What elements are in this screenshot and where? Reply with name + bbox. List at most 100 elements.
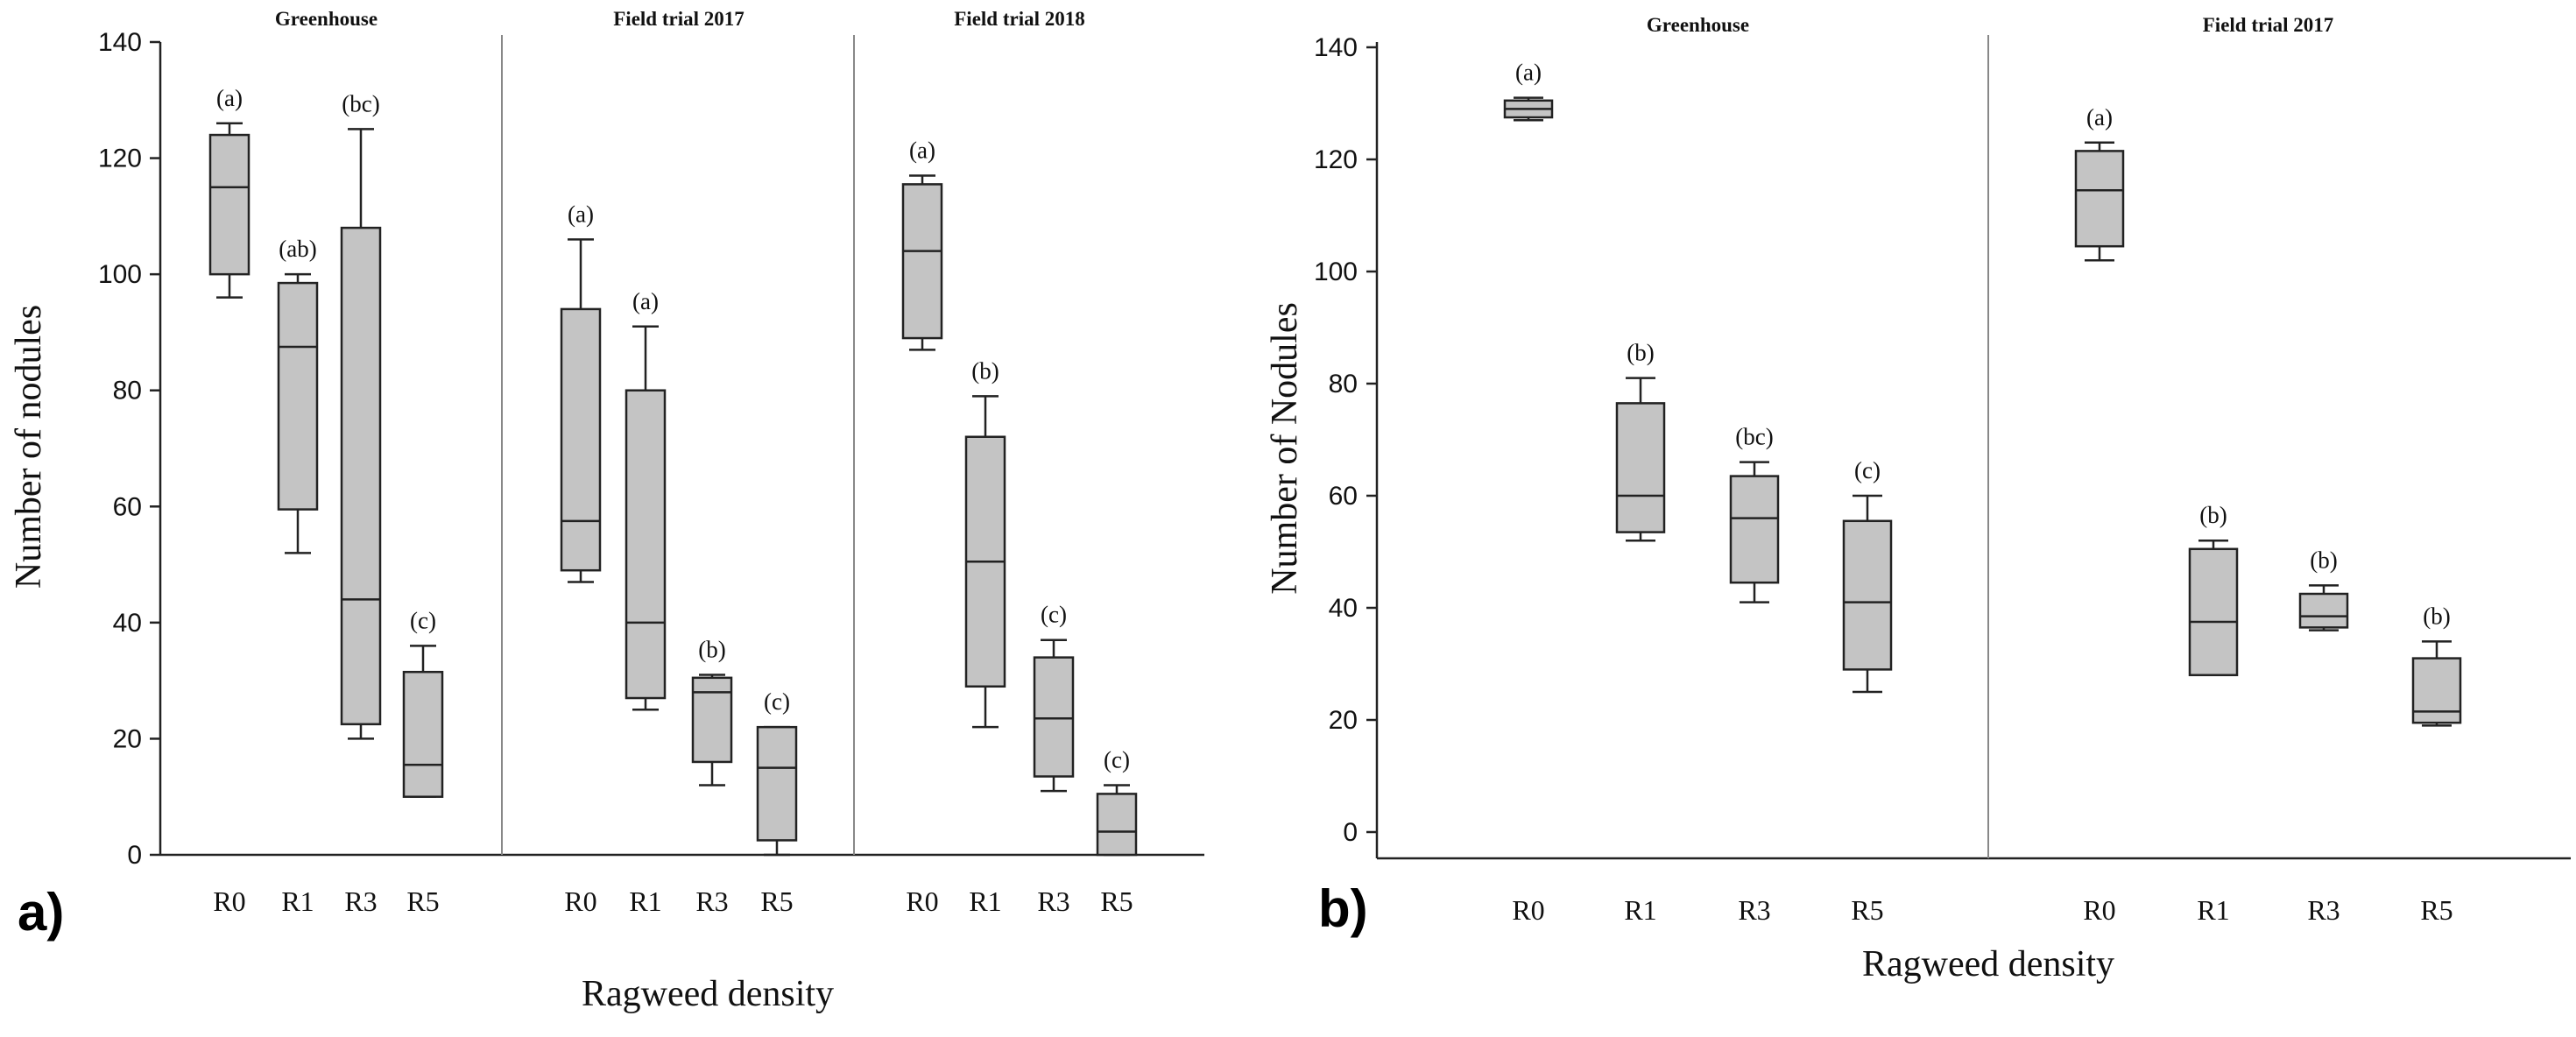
box-iqr [2074,150,2125,248]
box-r1: (b) [2188,502,2239,677]
category-label-r1: R1 [2197,894,2229,926]
y-tick-label: 20 [1329,706,1358,735]
significance-letter: (b) [2310,547,2337,573]
category-label-r1: R1 [281,885,314,917]
group-label: Greenhouse [275,8,378,30]
category-label-r1: R1 [629,885,661,917]
category-label-r3: R3 [1738,894,1770,926]
group-label: Field trial 2017 [613,8,744,30]
box-r5: (c) [756,688,798,857]
y-tick-label: 120 [1314,145,1358,174]
significance-letter: (b) [2199,502,2227,528]
box-r1: (b) [1615,340,1666,542]
y-tick-label: 0 [127,841,142,870]
y-tick-label: 20 [113,724,142,753]
significance-letter: (a) [909,137,935,163]
y-tick-label: 60 [1329,482,1358,511]
box-iqr [2188,547,2239,677]
category-label-r5: R5 [2420,894,2452,926]
y-tick-label: 100 [98,260,142,289]
y-tick-label: 80 [113,377,142,406]
y-tick-label: 120 [98,145,142,173]
panel-a-boxes: (a) (ab) (bc) (c) (a) (a) (b) (c) (a) (b) (c) (c) [208,85,1138,857]
category-label-r5: R5 [406,885,439,917]
significance-letter: (b) [698,637,725,663]
category-label-r0: R0 [1512,894,1544,926]
significance-letter: (a) [632,288,659,314]
panel-b-y-ticks: 0 20 40 60 80 100 120 140 [1314,33,1377,847]
significance-letter: (c) [410,607,436,633]
y-tick-label: 80 [1329,370,1358,399]
category-label-r0: R0 [906,885,938,917]
y-tick-label: 60 [113,492,142,521]
box-r3: (bc) [1729,424,1780,603]
significance-letter: (bc) [1735,424,1773,450]
box-r3: (c) [1033,602,1075,793]
category-label-r3: R3 [2307,894,2340,926]
panel-b-chart: 0 20 40 60 80 100 120 140 (a) (b) (bc) (c) (a) (b) (b… [1265,14,2571,984]
box-iqr [691,676,733,764]
box-r1: (a) [625,288,667,711]
category-label-r5: R5 [1100,885,1133,917]
box-iqr [1615,402,1666,533]
panel-b-x-axis-title: Ragweed density [1862,944,2114,984]
box-iqr [208,133,251,276]
box-iqr [625,389,667,700]
significance-letter: (bc) [342,90,379,116]
box-iqr [402,670,444,798]
box-iqr [340,226,382,726]
box-iqr [1729,475,1780,584]
box-iqr [756,725,798,842]
significance-letter: (ab) [279,236,316,262]
significance-letter: (a) [216,85,243,111]
box-r3: (bc) [340,90,382,740]
panel-a-y-ticks: 0 20 40 60 80 100 120 140 [98,28,160,870]
y-tick-label: 40 [113,609,142,638]
box-r3: (b) [691,637,733,787]
box-r1: (ab) [277,236,319,554]
y-tick-label: 0 [1343,818,1358,847]
box-iqr [1842,519,1893,671]
group-label: Field trial 2017 [2203,14,2333,36]
panel-a-x-axis-title: Ragweed density [582,974,834,1014]
category-label-r3: R3 [344,885,377,917]
box-iqr [901,183,943,340]
significance-letter: (a) [1515,60,1542,86]
box-r1: (b) [964,357,1006,729]
panel-a-label: a) [18,883,64,942]
significance-letter: (a) [2086,104,2113,131]
box-r0: (a) [2074,104,2125,262]
category-label-r1: R1 [969,885,1001,917]
box-r5: (c) [402,607,444,798]
box-r3: (b) [2298,547,2349,631]
box-iqr [1033,656,1075,778]
box-r0: (a) [901,137,943,351]
box-iqr [2411,657,2462,724]
category-label-r5: R5 [1851,894,1883,926]
significance-letter: (c) [764,688,790,715]
panel-b-y-axis-title: Number of Nodules [1265,302,1305,595]
significance-letter: (b) [1627,340,1654,366]
y-tick-label: 140 [1314,33,1358,62]
significance-letter: (b) [2423,603,2450,629]
category-label-r5: R5 [760,885,793,917]
box-iqr [2298,592,2349,629]
y-tick-label: 40 [1329,594,1358,623]
panel-a-category-labels: R0 R1 R3 R5 R0 R1 R3 R5 R0 R1 R3 R5 [213,885,1133,917]
box-r0: (a) [1503,60,1554,122]
y-tick-label: 100 [1314,257,1358,286]
group-label: Greenhouse [1647,14,1749,36]
category-label-r0: R0 [564,885,596,917]
panel-b-group-labels: Greenhouse Field trial 2017 [1647,14,2333,36]
panel-b-category-labels: R0 R1 R3 R5 R0 R1 R3 R5 [1512,894,2452,926]
significance-letter: (c) [1854,457,1881,483]
box-r0: (a) [208,85,251,299]
category-label-r3: R3 [1037,885,1069,917]
significance-letter: (a) [568,201,594,227]
box-iqr [1096,793,1138,857]
box-iqr [277,281,319,511]
box-r5: (c) [1842,457,1893,694]
panel-a-y-axis-title: Number of nodules [9,305,49,589]
